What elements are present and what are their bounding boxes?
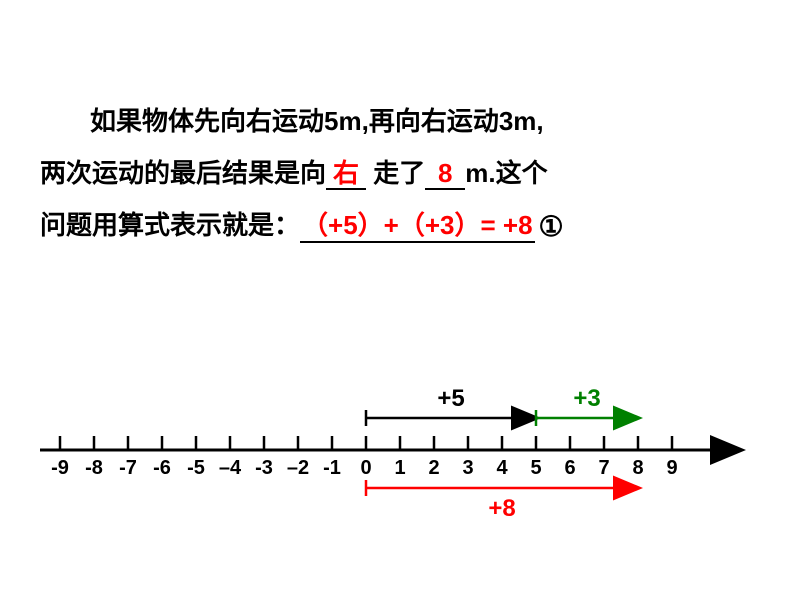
arrow-label: +5 [437, 385, 464, 412]
tick-label: -9 [51, 457, 69, 479]
tick-label: 0 [360, 457, 371, 479]
tick-label: –4 [219, 457, 242, 479]
tick-label: 6 [564, 457, 575, 479]
arrow-label: +8 [488, 495, 515, 522]
t-2a: 两次运动的最后结果是向 [40, 158, 326, 188]
tick-label: -7 [119, 457, 137, 479]
t-2c: m.这个 [465, 158, 547, 188]
t-1a: 如果物体先向右运动 [90, 106, 324, 136]
t-3a: 问题用算式表示就是： [40, 210, 300, 240]
tick-label: 7 [598, 457, 609, 479]
t-2b: 走了 [373, 158, 425, 188]
tick-label: -3 [255, 457, 273, 479]
text-paragraph: 如果物体先向右运动5m,再向右运动3m, 两次运动的最后结果是向右 走了8m.这… [40, 95, 754, 255]
tick-label: 8 [632, 457, 643, 479]
tick-label: -8 [85, 457, 103, 479]
tick-label: 2 [428, 457, 439, 479]
equation: （+5）+（+3）= +8 [300, 210, 535, 243]
tick-label: 1 [394, 457, 405, 479]
tick-label: 5 [530, 457, 541, 479]
number-line-diagram: -9 -8 -7 -6 -5 –4 -3 –2 -1 0 1 2 3 45 6 7 8 9 +5 +3 +8 [40, 360, 754, 540]
tick-label: -1 [323, 457, 341, 479]
equation-number: ① [539, 199, 564, 255]
arrow-label: +3 [573, 385, 600, 412]
tick-label: 3 [462, 457, 473, 479]
tick-label: -5 [187, 457, 205, 479]
problem-text: 如果物体先向右运动5m,再向右运动3m, 两次运动的最后结果是向右 走了8m.这… [0, 0, 794, 255]
blank-direction: 右 [326, 159, 366, 190]
t-1b: 5m, [324, 106, 369, 136]
tick-label: 9 [666, 457, 677, 479]
t-1c: 再向右运动 [369, 106, 499, 136]
t-1d: 3m, [499, 106, 544, 136]
tick-label: –2 [287, 457, 309, 479]
tick-label: 4 [496, 457, 508, 479]
number-line-svg: -9 -8 -7 -6 -5 –4 -3 –2 -1 0 1 2 3 45 6 7 8 9 +5 +3 +8 [40, 360, 754, 540]
tick-label: -6 [153, 457, 171, 479]
blank-distance: 8 [425, 159, 465, 190]
